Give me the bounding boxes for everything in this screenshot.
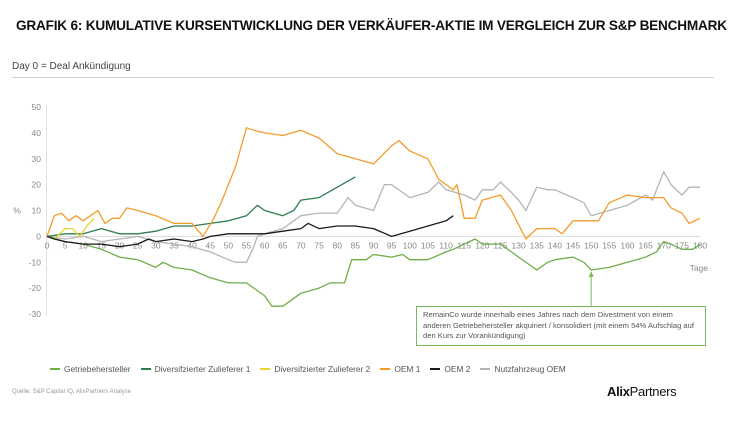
x-tick-label: 140 xyxy=(548,240,562,250)
x-tick-label: 90 xyxy=(369,240,379,250)
x-tick-label: 80 xyxy=(332,240,342,250)
y-tick-label: -20 xyxy=(29,283,42,293)
annotation-box: RemainCo wurde innerhalb eines Jahres na… xyxy=(416,306,706,346)
x-tick-label: 135 xyxy=(530,240,544,250)
series-line-nutzfahrzeug-oem xyxy=(46,171,700,263)
x-tick-label: 50 xyxy=(224,240,234,250)
legend-label: Diversifzierter Zulieferer 1 xyxy=(154,364,251,374)
x-tick-label: 125 xyxy=(493,240,507,250)
x-tick-label: 95 xyxy=(387,240,397,250)
legend-label: OEM 1 xyxy=(394,364,421,374)
annotation-arrow-head xyxy=(588,271,594,277)
legend-swatch xyxy=(260,368,271,370)
legend-item: OEM 2 xyxy=(430,364,470,374)
series-line-getriebehersteller xyxy=(46,235,701,307)
x-tick-label: 130 xyxy=(512,240,526,250)
x-tick-label: 120 xyxy=(475,240,489,250)
series-line-oem-2 xyxy=(46,215,454,248)
x-tick-label: 70 xyxy=(296,240,306,250)
logo-regular: Partners xyxy=(629,384,677,399)
y-tick-label: 20 xyxy=(32,180,42,190)
alixpartners-logo: AlixPartners xyxy=(607,384,677,399)
x-tick-label: 30 xyxy=(151,240,161,250)
y-tick-label: 40 xyxy=(32,128,42,138)
x-tick-label: 45 xyxy=(206,240,216,250)
x-tick-label: 105 xyxy=(421,240,435,250)
y-tick-label: -10 xyxy=(29,257,42,267)
legend-label: OEM 2 xyxy=(444,364,471,374)
x-tick-label: 85 xyxy=(351,240,361,250)
x-tick-label: 15 xyxy=(97,240,107,250)
legend-swatch xyxy=(380,368,391,370)
x-tick-label: 175 xyxy=(675,240,689,250)
y-tick-label: 0 xyxy=(36,231,41,241)
legend-swatch xyxy=(50,368,60,370)
x-tick-label: 160 xyxy=(620,240,634,250)
y-tick-label: -30 xyxy=(29,309,42,319)
chart-title: GRAFIK 6: KUMULATIVE KURSENTWICKLUNG DER… xyxy=(16,18,727,33)
x-tick-label: 10 xyxy=(79,240,89,250)
legend-item: Diversifzierter Zulieferer 2 xyxy=(260,364,370,374)
x-tick-label: 110 xyxy=(439,240,453,250)
annotation-layer xyxy=(588,271,594,306)
legend-item: Getriebehersteller xyxy=(50,364,131,374)
legend-swatch xyxy=(480,368,491,370)
x-tick-label: 170 xyxy=(657,240,671,250)
series-line-oem-1 xyxy=(46,127,701,240)
x-tick-label: 150 xyxy=(584,240,598,250)
y-tick-label: 30 xyxy=(32,154,42,164)
legend: Getriebehersteller Diversifzierter Zulief… xyxy=(50,364,566,374)
logo-bold: Alix xyxy=(607,384,630,399)
chart-subtitle: Day 0 = Deal Ankündigung xyxy=(12,61,131,72)
x-tick-label: 25 xyxy=(133,240,143,250)
x-tick-label: 5 xyxy=(63,240,68,250)
legend-item: Diversifzierter Zulieferer 1 xyxy=(140,364,251,374)
legend-label: Getriebehersteller xyxy=(64,364,131,374)
legend-swatch xyxy=(140,368,151,370)
legend-item: OEM 1 xyxy=(380,364,420,374)
x-axis-label: Tage xyxy=(690,263,709,273)
x-tick-label: 100 xyxy=(403,240,417,250)
x-tick-label: 180 xyxy=(693,240,707,250)
x-tick-label: 165 xyxy=(638,240,652,250)
x-tick-label: 115 xyxy=(457,240,471,250)
y-tick-label: 10 xyxy=(32,206,42,216)
legend-label: Diversifzierter Zulieferer 2 xyxy=(274,364,371,374)
x-tick-label: 20 xyxy=(115,240,125,250)
header-divider xyxy=(12,77,714,78)
x-tick-label: 0 xyxy=(45,240,50,250)
legend-item: Nutzfahrzeug OEM xyxy=(480,364,566,374)
x-tick-label: 60 xyxy=(260,240,270,250)
x-tick-label: 65 xyxy=(278,240,288,250)
x-tick-label: 35 xyxy=(169,240,179,250)
y-axis-label: % xyxy=(13,206,21,216)
source-note: Quelle: S&P Capital IQ, AlixPartners Ana… xyxy=(12,389,131,395)
x-tick-label: 145 xyxy=(566,240,580,250)
legend-swatch xyxy=(430,368,441,370)
x-tick-label: 155 xyxy=(602,240,616,250)
x-tick-label: 55 xyxy=(242,240,252,250)
x-tick-label: 75 xyxy=(314,240,324,250)
series-line-diversifzierter-zulieferer-1 xyxy=(46,176,356,238)
y-tick-label: 50 xyxy=(32,102,42,112)
series-layer xyxy=(46,127,701,307)
x-tick-label: 40 xyxy=(187,240,197,250)
legend-label: Nutzfahrzeug OEM xyxy=(494,364,566,374)
